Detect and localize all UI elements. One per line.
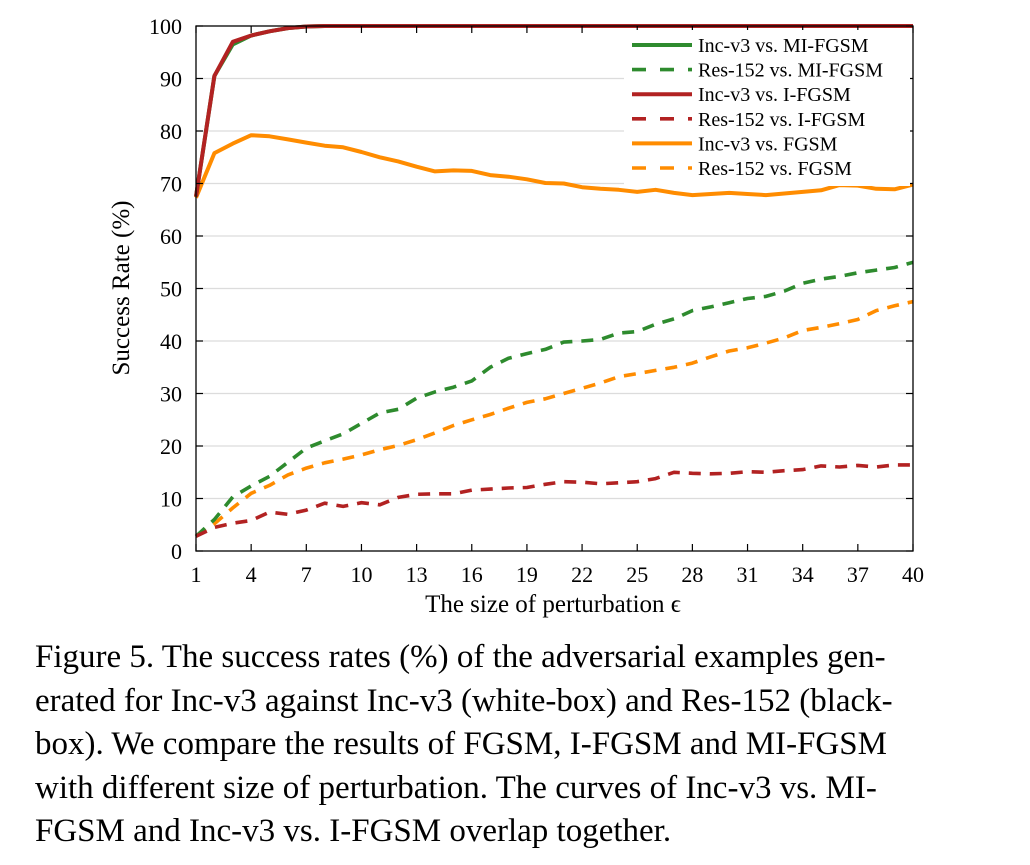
x-axis-ticks: 1 4 7 10 13 16 19 22 25 28 31 34 37 40 [191, 26, 924, 587]
y-tick-label: 30 [160, 382, 182, 407]
figure-caption: Figure 5. The success rates (%) of the a… [35, 636, 1000, 854]
x-tick-label: 1 [191, 562, 202, 587]
series-line-5 [194, 299, 914, 538]
series-line-4 [194, 133, 914, 199]
y-tick-label: 40 [160, 329, 182, 354]
series-line-3 [195, 463, 913, 538]
y-tick-label: 20 [160, 434, 182, 459]
legend-label: Inc-v3 vs. I-FGSM [698, 84, 851, 106]
caption-line: FGSM and Inc-v3 vs. I-FGSM overlap toget… [35, 813, 672, 849]
x-tick-label: 37 [847, 562, 869, 587]
x-tick-label: 10 [350, 562, 372, 587]
caption-line: erated for Inc-v3 against Inc-v3 (white-… [35, 682, 893, 719]
y-tick-label: 0 [171, 539, 182, 564]
x-tick-label: 28 [681, 562, 703, 587]
y-tick-label: 100 [149, 14, 182, 39]
x-axis-label: The size of perturbation ϵ [425, 591, 681, 618]
caption-line: box). We compare the results of FGSM, I-… [35, 726, 887, 762]
y-tick-label: 50 [160, 277, 182, 302]
x-tick-label: 25 [626, 562, 648, 587]
legend-label: Res-152 vs. I-FGSM [698, 109, 865, 131]
legend-background [624, 30, 910, 186]
y-tick-label: 90 [160, 67, 182, 92]
y-tick-label: 10 [160, 487, 182, 512]
legend-label: Inc-v3 vs. MI-FGSM [698, 35, 869, 57]
y-axis-ticks: 0 10 20 30 40 50 60 70 80 90 100 [149, 14, 913, 564]
y-tick-label: 60 [160, 224, 182, 249]
legend-label: Inc-v3 vs. FGSM [698, 133, 838, 155]
y-tick-label: 70 [160, 172, 182, 197]
line-chart: 1 4 7 10 13 16 19 22 25 28 31 34 37 40 0 10 20 30 40 50 60 7… [108, 14, 924, 618]
x-tick-label: 40 [902, 562, 924, 587]
x-tick-label: 7 [301, 562, 312, 587]
caption-line: with different size of perturbation. The… [35, 769, 877, 806]
caption-line: Figure 5. The success rates (%) of the a… [35, 639, 886, 675]
x-tick-label: 31 [737, 562, 759, 587]
legend-label: Res-152 vs. FGSM [698, 158, 852, 180]
y-axis-label: Success Rate (%) [108, 201, 135, 376]
series-line-1 [194, 260, 914, 538]
legend-label: Res-152 vs. MI-FGSM [698, 60, 883, 82]
y-tick-label: 80 [160, 119, 182, 144]
x-tick-label: 13 [406, 562, 428, 587]
x-tick-label: 34 [792, 562, 814, 587]
x-tick-label: 4 [246, 562, 257, 587]
x-tick-label: 16 [461, 562, 483, 587]
x-tick-label: 19 [516, 562, 538, 587]
x-tick-label: 22 [571, 562, 593, 587]
